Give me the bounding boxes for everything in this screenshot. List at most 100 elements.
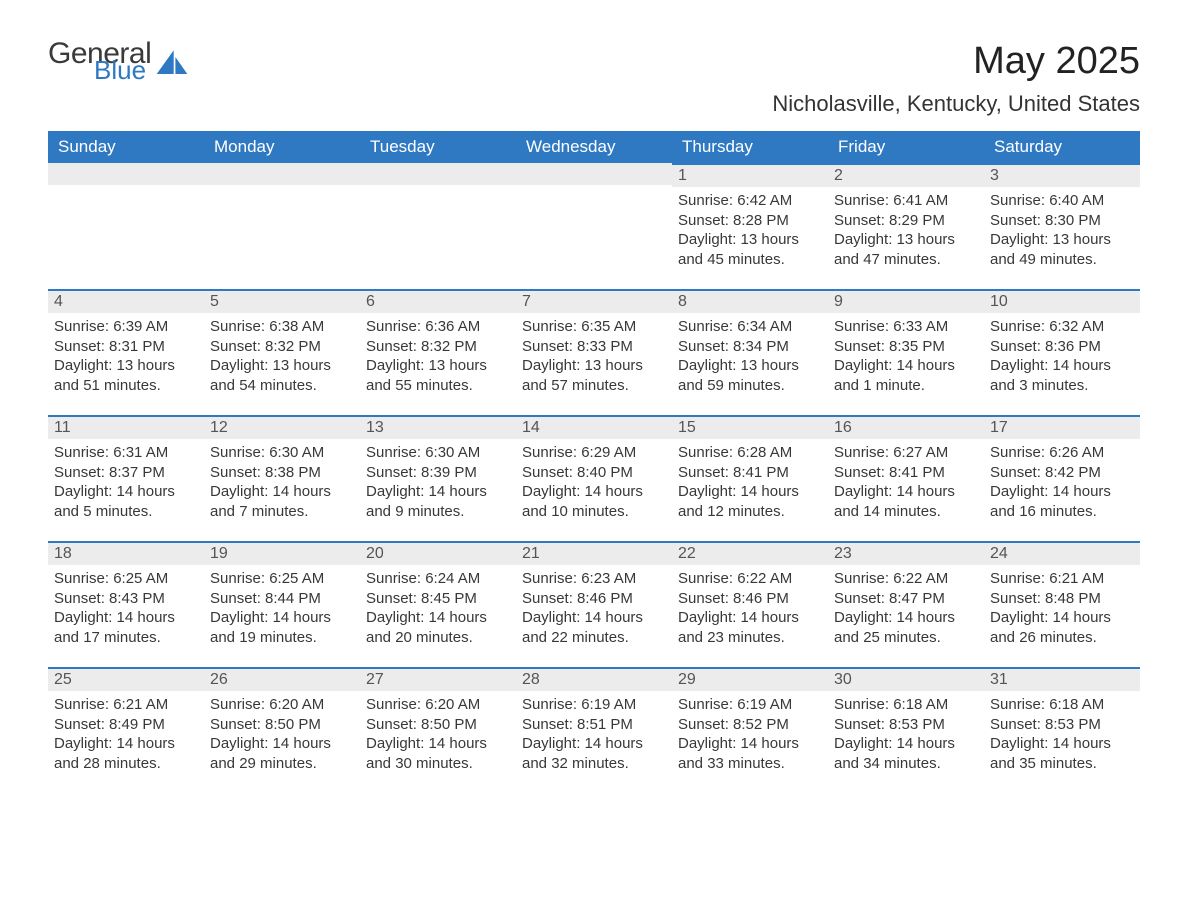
- daylight-line: Daylight: 14 hours and 29 minutes.: [210, 734, 354, 773]
- calendar-day-cell: 22Sunrise: 6:22 AMSunset: 8:46 PMDayligh…: [672, 541, 828, 667]
- sunrise-line: Sunrise: 6:18 AM: [990, 695, 1134, 715]
- day-number: 18: [48, 541, 204, 565]
- sunrise-line: Sunrise: 6:30 AM: [366, 443, 510, 463]
- daylight-line: Daylight: 14 hours and 12 minutes.: [678, 482, 822, 521]
- calendar-day-cell: 31 Sunrise: 6:18 AMSunset: 8:53 PMDayligh…: [984, 667, 1140, 793]
- calendar-header-cell: Friday: [828, 131, 984, 163]
- calendar-day-cell: 23Sunrise: 6:22 AMSunset: 8:47 PMDayligh…: [828, 541, 984, 667]
- sunset-line: Sunset: 8:44 PM: [210, 589, 354, 609]
- sunset-line: Sunset: 8:32 PM: [210, 337, 354, 357]
- day-details: Sunrise: 6:32 AMSunset: 8:36 PMDaylight:…: [990, 317, 1134, 395]
- sunset-line: Sunset: 8:46 PM: [522, 589, 666, 609]
- day-details: Sunrise: 6:30 AMSunset: 8:38 PMDaylight:…: [210, 443, 354, 521]
- calendar-day-cell: 30Sunrise: 6:18 AMSunset: 8:53 PMDayligh…: [828, 667, 984, 793]
- sunrise-line: Sunrise: 6:31 AM: [54, 443, 198, 463]
- day-number: 31: [984, 667, 1140, 691]
- day-details: Sunrise: 6:33 AMSunset: 8:35 PMDaylight:…: [834, 317, 978, 395]
- day-details: Sunrise: 6:22 AMSunset: 8:47 PMDaylight:…: [834, 569, 978, 647]
- sunset-line: Sunset: 8:50 PM: [366, 715, 510, 735]
- calendar-day-cell: 29Sunrise: 6:19 AMSunset: 8:52 PMDayligh…: [672, 667, 828, 793]
- calendar-header-row: SundayMondayTuesdayWednesdayThursdayFrid…: [48, 131, 1140, 163]
- sunrise-line: Sunrise: 6:29 AM: [522, 443, 666, 463]
- day-details: Sunrise: 6:20 AMSunset: 8:50 PMDaylight:…: [210, 695, 354, 773]
- calendar-day-cell: 9Sunrise: 6:33 AMSunset: 8:35 PMDaylight…: [828, 289, 984, 415]
- day-number: 14: [516, 415, 672, 439]
- calendar-day-cell: 27Sunrise: 6:20 AMSunset: 8:50 PMDayligh…: [360, 667, 516, 793]
- day-number: 12: [204, 415, 360, 439]
- calendar-row: 25Sunrise: 6:21 AMSunset: 8:49 PMDayligh…: [48, 667, 1140, 793]
- sunrise-line: Sunrise: 6:34 AM: [678, 317, 822, 337]
- sunrise-line: Sunrise: 6:33 AM: [834, 317, 978, 337]
- day-details: Sunrise: 6:42 AMSunset: 8:28 PMDaylight:…: [678, 191, 822, 269]
- day-number: 6: [360, 289, 516, 313]
- sunrise-line: Sunrise: 6:22 AM: [834, 569, 978, 589]
- calendar-day-cell: 6Sunrise: 6:36 AMSunset: 8:32 PMDaylight…: [360, 289, 516, 415]
- daynum-bar-empty: [204, 163, 360, 185]
- daylight-line: Daylight: 14 hours and 17 minutes.: [54, 608, 198, 647]
- calendar-header-cell: Monday: [204, 131, 360, 163]
- sunrise-line: Sunrise: 6:26 AM: [990, 443, 1134, 463]
- daylight-line: Daylight: 14 hours and 9 minutes.: [366, 482, 510, 521]
- calendar-header-cell: Saturday: [984, 131, 1140, 163]
- sunset-line: Sunset: 8:29 PM: [834, 211, 978, 231]
- daylight-line: Daylight: 14 hours and 16 minutes.: [990, 482, 1134, 521]
- day-details: Sunrise: 6:18 AMSunset: 8:53 PMDaylight:…: [990, 695, 1134, 773]
- daylight-line: Daylight: 13 hours and 57 minutes.: [522, 356, 666, 395]
- sunset-line: Sunset: 8:31 PM: [54, 337, 198, 357]
- day-number: 11: [48, 415, 204, 439]
- day-number: 19: [204, 541, 360, 565]
- daylight-line: Daylight: 13 hours and 47 minutes.: [834, 230, 978, 269]
- day-details: Sunrise: 6:31 AMSunset: 8:37 PMDaylight:…: [54, 443, 198, 521]
- calendar-day-cell: 3Sunrise: 6:40 AMSunset: 8:30 PMDaylight…: [984, 163, 1140, 289]
- day-details: Sunrise: 6:19 AMSunset: 8:51 PMDaylight:…: [522, 695, 666, 773]
- sunset-line: Sunset: 8:35 PM: [834, 337, 978, 357]
- day-number: 2: [828, 163, 984, 187]
- day-number: 1: [672, 163, 828, 187]
- sunset-line: Sunset: 8:32 PM: [366, 337, 510, 357]
- sunset-line: Sunset: 8:43 PM: [54, 589, 198, 609]
- calendar-row: 4Sunrise: 6:39 AMSunset: 8:31 PMDaylight…: [48, 289, 1140, 415]
- daylight-line: Daylight: 14 hours and 22 minutes.: [522, 608, 666, 647]
- day-details: Sunrise: 6:41 AMSunset: 8:29 PMDaylight:…: [834, 191, 978, 269]
- calendar-day-cell: 18 Sunrise: 6:25 AMSunset: 8:43 PMDayligh…: [48, 541, 204, 667]
- daylight-line: Daylight: 14 hours and 19 minutes.: [210, 608, 354, 647]
- sunrise-line: Sunrise: 6:35 AM: [522, 317, 666, 337]
- sunset-line: Sunset: 8:36 PM: [990, 337, 1134, 357]
- day-number: 21: [516, 541, 672, 565]
- sunset-line: Sunset: 8:51 PM: [522, 715, 666, 735]
- sunrise-line: Sunrise: 6:25 AM: [54, 569, 198, 589]
- sunset-line: Sunset: 8:41 PM: [678, 463, 822, 483]
- daylight-line: Daylight: 13 hours and 59 minutes.: [678, 356, 822, 395]
- day-details: Sunrise: 6:20 AMSunset: 8:50 PMDaylight:…: [366, 695, 510, 773]
- daylight-line: Daylight: 14 hours and 3 minutes.: [990, 356, 1134, 395]
- day-details: Sunrise: 6:18 AMSunset: 8:53 PMDaylight:…: [834, 695, 978, 773]
- day-number: 5: [204, 289, 360, 313]
- sunrise-line: Sunrise: 6:22 AM: [678, 569, 822, 589]
- day-number: 24: [984, 541, 1140, 565]
- calendar-day-cell: 2 Sunrise: 6:41 AMSunset: 8:29 PMDaylight…: [828, 163, 984, 289]
- day-number: 15: [672, 415, 828, 439]
- day-number: 25: [48, 667, 204, 691]
- page-title: May 2025: [973, 40, 1140, 83]
- daylight-line: Daylight: 14 hours and 34 minutes.: [834, 734, 978, 773]
- calendar-header-cell: Sunday: [48, 131, 204, 163]
- day-number: 20: [360, 541, 516, 565]
- calendar-empty-cell: [360, 163, 516, 289]
- calendar-header-cell: Wednesday: [516, 131, 672, 163]
- sunrise-line: Sunrise: 6:20 AM: [210, 695, 354, 715]
- sunrise-line: Sunrise: 6:19 AM: [678, 695, 822, 715]
- sunset-line: Sunset: 8:39 PM: [366, 463, 510, 483]
- day-details: Sunrise: 6:27 AMSunset: 8:41 PMDaylight:…: [834, 443, 978, 521]
- sunrise-line: Sunrise: 6:41 AM: [834, 191, 978, 211]
- sunrise-line: Sunrise: 6:27 AM: [834, 443, 978, 463]
- sunset-line: Sunset: 8:34 PM: [678, 337, 822, 357]
- sunset-line: Sunset: 8:41 PM: [834, 463, 978, 483]
- sunset-line: Sunset: 8:49 PM: [54, 715, 198, 735]
- logo-text-blue: Blue: [94, 59, 151, 82]
- header-bar: General Blue May 2025: [48, 40, 1140, 83]
- sunrise-line: Sunrise: 6:36 AM: [366, 317, 510, 337]
- sunset-line: Sunset: 8:52 PM: [678, 715, 822, 735]
- calendar-day-cell: 12 Sunrise: 6:30 AMSunset: 8:38 PMDayligh…: [204, 415, 360, 541]
- day-details: Sunrise: 6:23 AMSunset: 8:46 PMDaylight:…: [522, 569, 666, 647]
- daylight-line: Daylight: 14 hours and 1 minute.: [834, 356, 978, 395]
